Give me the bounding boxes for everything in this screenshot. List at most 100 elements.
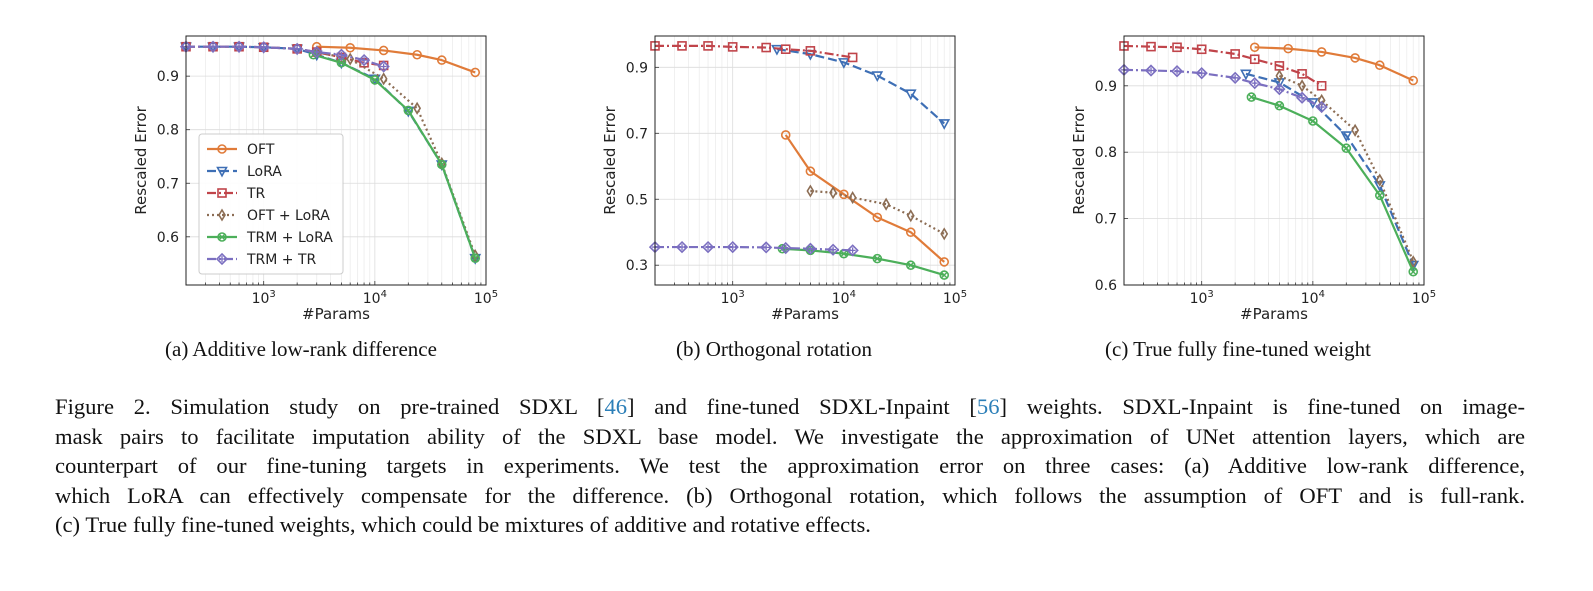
plot-frame — [654, 35, 956, 286]
diamond-marker — [1409, 255, 1418, 269]
x-marker — [1408, 266, 1419, 277]
caption-line: Figure 2. Simulation study on pre-traine… — [55, 394, 1526, 419]
triangle-marker — [1340, 131, 1353, 143]
plus-marker — [846, 244, 859, 257]
square-marker — [1230, 49, 1240, 59]
plus-marker — [357, 53, 371, 67]
x-marker — [1374, 190, 1385, 201]
caption-line: mask pairs to facilitate imputation abil… — [55, 423, 1525, 449]
series-line — [776, 48, 945, 125]
series-line — [1123, 68, 1323, 109]
plus-marker — [1195, 67, 1208, 80]
x-axis-label: #Params — [771, 305, 839, 323]
x-tick-label: 103 — [721, 289, 745, 307]
legend-entry: LoRA — [207, 164, 282, 180]
y-tick-label: 0.7 — [157, 176, 179, 192]
circle-marker — [217, 144, 227, 154]
x-marker — [1246, 92, 1257, 102]
subcaption-a: (a) Additive low-rank difference — [165, 337, 437, 361]
series-line — [1251, 96, 1415, 273]
y-axis-label: Rescaled Error — [1070, 105, 1088, 214]
series-trm-lora — [1246, 92, 1419, 277]
y-tick-label: 0.7 — [626, 126, 648, 142]
diamond-marker — [940, 227, 949, 241]
circle-marker — [1316, 47, 1327, 57]
x-axis-label: #Params — [1240, 305, 1308, 323]
legend-label: TRM + LoRA — [246, 230, 333, 246]
plus-marker — [1295, 91, 1309, 104]
y-tick-label: 0.3 — [626, 258, 648, 274]
y-axis-label: Rescaled Error — [132, 105, 150, 214]
circle-marker — [905, 227, 916, 238]
diamond-marker — [882, 197, 891, 211]
triangle-marker — [1273, 78, 1286, 89]
y-tick-label: 0.6 — [1095, 278, 1117, 294]
series-line — [655, 44, 853, 59]
legend-label: LoRA — [247, 164, 282, 180]
y-tick-label: 0.5 — [626, 192, 648, 208]
x-marker — [217, 232, 227, 242]
series-line — [1278, 74, 1415, 263]
x-marker — [470, 253, 481, 264]
circle-marker — [436, 55, 447, 65]
square-marker — [217, 188, 227, 198]
legend-box — [198, 133, 344, 275]
citation-link[interactable]: 56 — [976, 394, 1000, 419]
grid — [1123, 36, 1424, 286]
circle-marker — [939, 257, 950, 267]
square-marker — [761, 42, 771, 53]
legend-label: OFT — [247, 142, 275, 158]
x-tick-label: 105 — [943, 289, 967, 307]
x-marker — [1341, 143, 1352, 154]
diamond-marker — [806, 184, 815, 198]
diamond-marker — [1298, 79, 1307, 93]
y-tick-label: 0.6 — [157, 230, 179, 246]
plot-frame — [1123, 35, 1425, 286]
series-trm-lora — [308, 49, 481, 264]
y-tick-label: 0.8 — [1095, 145, 1117, 161]
series-oft — [780, 130, 950, 267]
triangle-marker — [904, 89, 917, 101]
diamond-marker — [218, 208, 226, 222]
chart-panel: 0.6 0.7 0.8 0.9 103 104 105 #Params Rescaled Err… — [132, 35, 498, 323]
series-line — [186, 45, 384, 68]
y-tick-label: 0.7 — [1095, 212, 1117, 228]
diamond-marker — [848, 191, 857, 205]
legend-entry: OFT — [207, 142, 275, 158]
subcaption-b: (b) Orthogonal rotation — [676, 337, 872, 361]
legend-entry: TR — [207, 186, 266, 202]
diamond-marker — [413, 101, 422, 115]
triangle-marker — [838, 58, 850, 69]
square-marker — [1249, 54, 1260, 65]
grid — [654, 36, 955, 285]
citation-link[interactable]: 46 — [604, 394, 628, 419]
series-trm-tr — [179, 40, 390, 73]
x-axis-label: #Params — [302, 305, 370, 323]
plus-marker — [1229, 71, 1242, 84]
plus-marker — [726, 240, 739, 254]
x-tick-label: 103 — [1190, 289, 1214, 307]
plus-marker — [701, 240, 715, 254]
legend-entry: TRM + TR — [207, 252, 317, 268]
series-oft — [1249, 42, 1419, 86]
y-tick-label: 0.9 — [1095, 79, 1117, 95]
triangle-marker — [771, 44, 783, 56]
y-tick-label: 0.8 — [157, 123, 179, 139]
square-marker — [1297, 69, 1307, 79]
diamond-marker — [379, 72, 388, 86]
square-marker — [727, 42, 738, 52]
figure-canvas: 0.6 0.7 0.8 0.9 103 104 105 #Params Rescaled Err… — [132, 35, 1436, 323]
plus-marker — [1315, 100, 1328, 114]
plus-marker — [675, 240, 689, 254]
circle-marker — [1283, 43, 1293, 54]
x-marker — [370, 75, 380, 85]
square-marker — [1316, 81, 1327, 91]
circle-marker — [345, 42, 355, 53]
plus-marker — [1248, 77, 1261, 90]
plus-marker — [215, 252, 229, 266]
square-marker — [847, 52, 858, 63]
series-trm-tr — [1117, 63, 1328, 114]
diamond-marker — [829, 186, 838, 200]
diamond-marker — [1351, 123, 1360, 137]
square-marker — [1196, 44, 1207, 55]
